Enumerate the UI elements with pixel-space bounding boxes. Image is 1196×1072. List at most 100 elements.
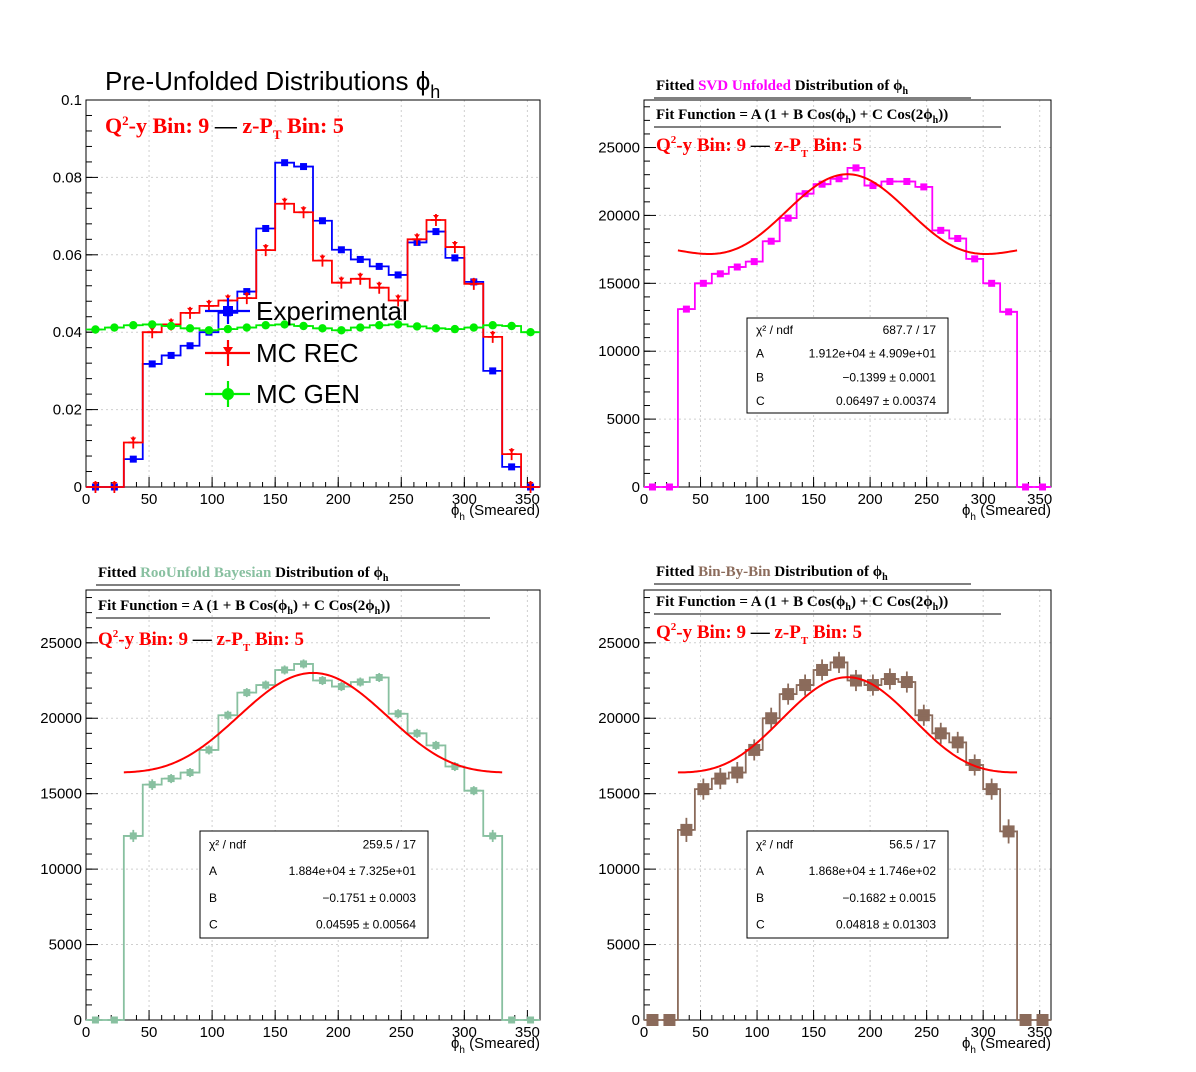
stat-label: χ² / ndf [756, 323, 794, 337]
data-point [300, 163, 308, 171]
title-suffix: Distribution of [791, 78, 893, 94]
fit-function-mid: ) + C Cos(2 [851, 594, 923, 610]
bin-zpt: z-P [242, 113, 273, 138]
x-axis-label: ϕh (Smeared) [451, 502, 540, 523]
data-point [262, 224, 270, 232]
data-point [394, 271, 402, 279]
panel-3: 0 50 100 150 200 250 300 350 0 5000 10000 15000 2000… [40, 565, 541, 1056]
fit-stats-box: χ² / ndf 259.5 / 17 A 1.884e+04 ± 7.325e+01… [199, 830, 429, 939]
legend-marker [222, 388, 234, 400]
bin-zpt: z-P [774, 135, 801, 156]
chart-title: Fitted Bin-By-Bin Distribution of ϕh [656, 564, 888, 583]
bin-q-sup: 2 [671, 134, 677, 146]
y-tick-label: 10000 [598, 343, 640, 360]
y-tick-label: 0.1 [61, 92, 82, 109]
grid [644, 100, 1051, 487]
x-axis-text: (Smeared) [465, 502, 540, 519]
bin-zpt-text: Bin: 5 [282, 113, 344, 138]
x-tick-label: 300 [452, 491, 477, 508]
x-tick-label: 350 [515, 1024, 540, 1041]
title-method: RooUnfold Bayesian [140, 565, 272, 581]
stat-value: 259.5 / 17 [363, 837, 417, 851]
bin-q2y-text: -y Bin: 9 [118, 629, 188, 650]
fit-function-pre: Fit Function = A (1 + B Cos( [656, 594, 836, 610]
stat-value: 1.884e+04 ± 7.325e+01 [289, 864, 417, 878]
fit-function-pre: Fit Function = A (1 + B Cos( [98, 598, 278, 614]
title-method: SVD Unfolded [698, 78, 792, 94]
grid [86, 590, 540, 1020]
y-tick-label: 0 [632, 1012, 640, 1029]
x-axis-label: ϕh (Smeared) [962, 502, 1051, 523]
data-point [281, 159, 289, 167]
y-tick-label: 15000 [40, 786, 82, 803]
bin-q2y-text: -y Bin: 9 [676, 622, 746, 643]
x-axis-subscript: h [970, 512, 976, 523]
x-axis-label: ϕh (Smeared) [451, 1035, 540, 1056]
legend-label: Experimental [256, 296, 408, 326]
x-tick-label: 0 [640, 491, 648, 508]
y-tick-label: 5000 [607, 411, 640, 428]
x-axis-symbol: ϕ [962, 1035, 970, 1052]
fit-function-phi: ϕ [836, 107, 845, 123]
data-point [432, 228, 440, 236]
fit-function-mid: ) + C Cos(2 [293, 598, 365, 614]
fit-stats-box: χ² / ndf 687.7 / 17 A 1.912e+04 ± 4.909e+01… [746, 317, 949, 414]
stat-label: χ² / ndf [756, 837, 794, 851]
bin-zpt: z-P [774, 622, 801, 643]
bin-q-sup: 2 [113, 628, 119, 640]
data-point [375, 262, 383, 270]
fit-function-phi: ϕ [278, 598, 287, 614]
bin-label: Q2-y Bin: 9 — z-PT Bin: 5 [105, 113, 344, 142]
title-symbol: ϕ [873, 564, 882, 580]
stat-label: B [756, 370, 764, 384]
fit-stats-box: χ² / ndf 56.5 / 17 A 1.868e+04 ± 1.746e+02 B… [746, 830, 949, 939]
x-tick-label: 0 [82, 1024, 90, 1041]
stat-value: −0.1682 ± 0.0015 [842, 891, 936, 905]
stat-label: A [756, 347, 764, 361]
y-tick-label: 15000 [598, 786, 640, 803]
x-tick-label: 200 [326, 1024, 351, 1041]
y-tick-label: 0.04 [53, 324, 82, 341]
grid [86, 100, 540, 487]
y-tick-label: 25000 [40, 635, 82, 652]
legend-marker [223, 306, 233, 316]
stat-label: χ² / ndf [209, 837, 247, 851]
stat-label: C [756, 394, 765, 408]
x-tick-label: 200 [326, 491, 351, 508]
x-tick-label: 250 [914, 491, 939, 508]
stat-value: 0.06497 ± 0.00374 [836, 394, 936, 408]
bin-q2y-text: -y Bin: 9 [129, 113, 210, 138]
x-axis-subscript: h [459, 512, 465, 523]
y-tick-label: 0.08 [53, 169, 82, 186]
y-tick-label: 10000 [598, 861, 640, 878]
fit-function-sub2: h [933, 602, 939, 613]
stat-label: C [209, 918, 218, 932]
bin-label: Q2-y Bin: 9 — z-PT Bin: 5 [656, 134, 862, 160]
bin-zpt: z-P [216, 629, 243, 650]
x-tick-label: 300 [971, 491, 996, 508]
grid [644, 590, 1051, 1020]
bin-dash: — [746, 622, 775, 643]
fit-function-sub: h [287, 606, 293, 617]
bin-zpt-sub: T [273, 127, 282, 142]
chart-title: Pre-Unfolded Distributions ϕh [105, 66, 440, 102]
x-axis-label: ϕh (Smeared) [962, 1035, 1051, 1056]
y-tick-label: 15000 [598, 275, 640, 292]
data-point [243, 288, 251, 296]
y-tick-label: 10000 [40, 861, 82, 878]
panel-1: 0 50 100 150 200 250 300 350 0 0.02 0.04 0.06 0.08 0.… [53, 66, 541, 523]
x-tick-label: 150 [263, 491, 288, 508]
bin-q-sup: 2 [671, 621, 677, 633]
x-tick-label: 0 [82, 491, 90, 508]
bin-q: Q [98, 629, 113, 650]
title-prefix: Fitted [98, 565, 140, 581]
stat-value: 1.868e+04 ± 1.746e+02 [809, 864, 937, 878]
fit-function-phi2: ϕ [923, 594, 932, 610]
data-point [489, 367, 497, 375]
fit-function-label: Fit Function = A (1 + B Cos(ϕh) + C Cos(… [656, 107, 948, 126]
y-tick-label: 0 [74, 479, 82, 496]
panel-4: 0 50 100 150 200 250 300 350 0 5000 10000 15000 2000… [598, 564, 1052, 1056]
panel-2: 0 50 100 150 200 250 300 350 0 5000 10000 15000 2000… [598, 78, 1052, 523]
x-axis-subscript: h [459, 1045, 465, 1056]
